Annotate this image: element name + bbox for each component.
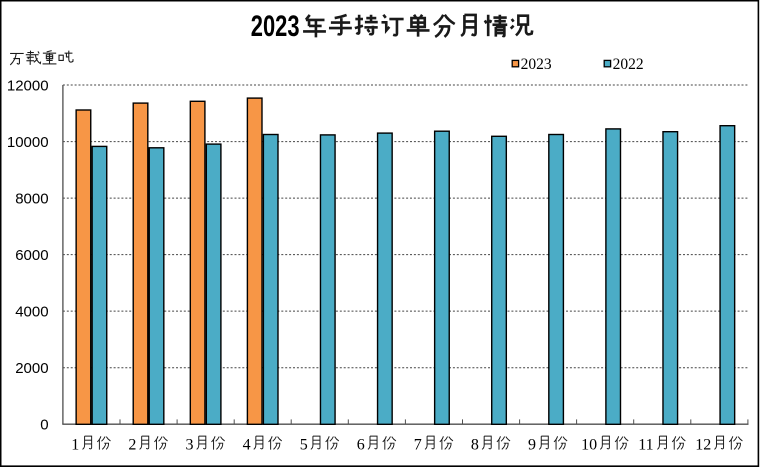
svg-text:5: 5 <box>300 436 308 453</box>
svg-text:2023: 2023 <box>521 56 552 73</box>
svg-text:9: 9 <box>528 436 536 453</box>
svg-text:6: 6 <box>357 436 365 453</box>
svg-text:1: 1 <box>71 436 79 453</box>
svg-text:2: 2 <box>128 436 136 453</box>
svg-text:11: 11 <box>638 436 653 453</box>
svg-text:0: 0 <box>40 417 48 434</box>
svg-text:7: 7 <box>414 436 422 453</box>
svg-text:4000: 4000 <box>15 303 48 320</box>
svg-text:2023: 2023 <box>251 11 300 43</box>
svg-text:8: 8 <box>471 436 479 453</box>
svg-text:6000: 6000 <box>15 247 48 264</box>
svg-text:3: 3 <box>186 436 194 453</box>
svg-text:2000: 2000 <box>15 360 48 377</box>
svg-text:12: 12 <box>695 436 711 453</box>
svg-text:10: 10 <box>581 436 597 453</box>
svg-text:10000: 10000 <box>7 134 49 151</box>
svg-text:12000: 12000 <box>7 77 49 94</box>
svg-text:8000: 8000 <box>15 190 48 207</box>
svg-text:2022: 2022 <box>613 56 644 73</box>
svg-text:4: 4 <box>243 436 251 453</box>
